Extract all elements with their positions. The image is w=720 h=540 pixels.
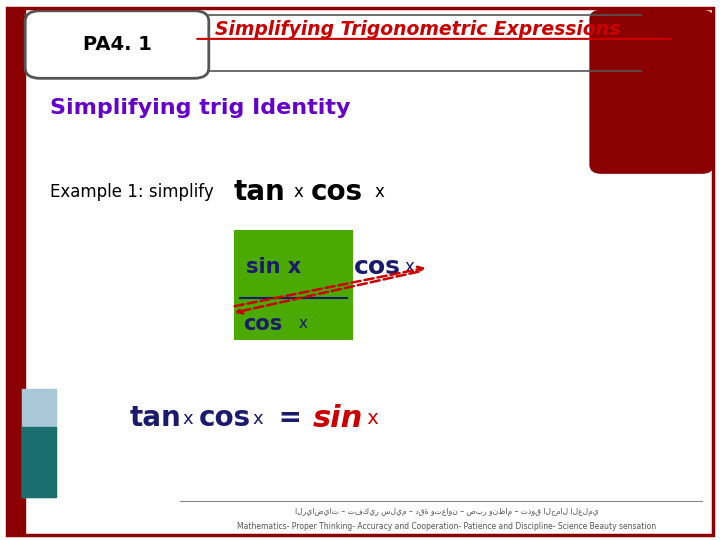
Text: tan: tan	[130, 404, 181, 433]
Bar	[22, 389, 56, 497]
Text: sin x: sin x	[246, 257, 302, 278]
Text: x: x	[252, 409, 263, 428]
Text: Mathematics- Proper Thinking- Accuracy and Cooperation- Patience and Discipline-: Mathematics- Proper Thinking- Accuracy a…	[237, 522, 656, 531]
Text: x: x	[294, 316, 307, 332]
Text: الرياضيات – تفكير سليم – دقة وتعاون – صبر ونظام – تذوق الجمال العلمي: الرياضيات – تفكير سليم – دقة وتعاون – صب…	[294, 507, 598, 516]
Text: sin: sin	[313, 404, 364, 433]
Text: Example 1: simplify: Example 1: simplify	[50, 183, 220, 201]
Text: =: =	[269, 404, 311, 433]
Text: tan: tan	[234, 178, 286, 206]
Text: x: x	[405, 258, 415, 276]
Text: Simplifying Trigonometric Expressions: Simplifying Trigonometric Expressions	[215, 20, 620, 39]
FancyBboxPatch shape	[590, 11, 713, 173]
Bar	[22, 427, 56, 497]
FancyBboxPatch shape	[234, 230, 353, 340]
Text: cos: cos	[243, 314, 282, 334]
FancyBboxPatch shape	[25, 11, 209, 78]
Text: x: x	[361, 409, 379, 428]
Text: x: x	[374, 183, 384, 201]
Text: cos: cos	[199, 404, 251, 433]
Text: x: x	[182, 409, 193, 428]
Bar	[652, 16, 691, 108]
Text: cos: cos	[354, 255, 401, 279]
Text: PA4. 1: PA4. 1	[83, 35, 152, 54]
Text: Simplifying trig Identity: Simplifying trig Identity	[50, 98, 351, 118]
Text: x: x	[294, 183, 304, 201]
Bar	[616, 16, 655, 108]
Bar	[7, 8, 25, 535]
Text: cos: cos	[311, 178, 363, 206]
